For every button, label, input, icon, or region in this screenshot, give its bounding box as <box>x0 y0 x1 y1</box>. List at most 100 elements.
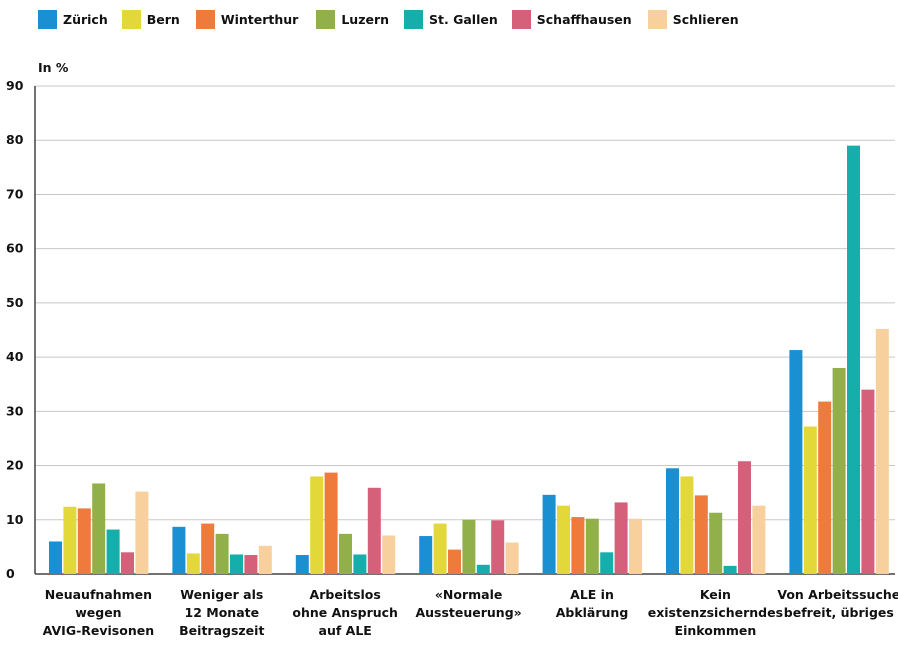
bar-winterthur-2 <box>324 472 338 574</box>
legend-item: St. Gallen <box>404 9 498 29</box>
y-tick-label: 70 <box>6 186 24 201</box>
x-category-label: «Normale Aussteuerung» <box>415 587 521 620</box>
legend-item: Bern <box>121 9 180 29</box>
bar-luzern-5 <box>709 512 723 574</box>
bar-winterthur-5 <box>694 495 708 574</box>
bar-luzern-6 <box>832 367 846 574</box>
legend-label: Zürich <box>63 11 108 27</box>
legend-item: Schaffhausen <box>511 9 632 29</box>
x-category-label-line: Weniger als <box>180 587 263 602</box>
bar-bern-5 <box>680 476 694 574</box>
x-category-label-line: 12 Monate <box>185 605 260 620</box>
x-category-label: Arbeitslos ohne Anspruch auf ALE <box>292 587 398 638</box>
bar-st-gallen-5 <box>723 565 737 574</box>
x-category-label: Weniger als 12 Monate Beitragszeit <box>179 587 264 638</box>
bar-schaffhausen-1 <box>244 555 258 574</box>
y-tick-label: 10 <box>6 512 24 527</box>
bar-schlieren-1 <box>258 545 272 574</box>
bar-schlieren-3 <box>505 542 519 574</box>
bar-winterthur-4 <box>571 517 585 574</box>
bar-st-gallen-2 <box>353 554 367 574</box>
x-category-label: Von Arbeitssuche befreit, übriges <box>777 587 898 620</box>
legend-swatch <box>38 9 57 29</box>
legend-label: Bern <box>146 11 180 27</box>
bar-schaffhausen-4 <box>614 502 628 574</box>
labels: 0 10 20 30 40 50 60 70 80 90 Neuaufnahmen wegen AVIG… <box>6 78 898 638</box>
bar-luzern-3 <box>462 519 476 574</box>
bar-st-gallen-0 <box>106 529 120 574</box>
bar-bern-2 <box>310 476 324 574</box>
bar-st-gallen-1 <box>230 554 243 574</box>
y-tick-label: 20 <box>6 458 24 473</box>
bars <box>49 145 889 574</box>
bar-schaffhausen-0 <box>121 552 134 574</box>
x-category-label-line: AVIG-Revisonen <box>43 623 154 638</box>
legend-swatch <box>121 9 141 29</box>
bar-schlieren-6 <box>875 328 889 574</box>
bar-winterthur-0 <box>77 508 91 574</box>
x-category-label-line: Beitragszeit <box>179 623 264 638</box>
legend-swatch <box>511 9 531 29</box>
y-tick-label: 50 <box>6 295 24 310</box>
bar-schaffhausen-3 <box>491 520 505 574</box>
bar-z-rich-0 <box>49 541 62 574</box>
x-category-label-line: ohne Anspruch <box>292 605 398 620</box>
bar-st-gallen-6 <box>847 145 860 574</box>
legend-label: Luzern <box>341 11 390 27</box>
x-category-label: Neuaufnahmen wegen AVIG-Revisonen <box>43 587 154 638</box>
y-tick-label: 30 <box>6 403 24 418</box>
y-axis-unit-label: In % <box>38 60 69 75</box>
x-category-label-line: Einkommen <box>675 623 757 638</box>
bar-schaffhausen-6 <box>861 389 875 574</box>
bar-schlieren-2 <box>382 535 396 574</box>
legend-swatch <box>647 9 667 29</box>
bar-schaffhausen-2 <box>367 487 381 574</box>
legend-label: Winterthur <box>220 11 299 27</box>
bar-winterthur-1 <box>201 523 215 574</box>
y-tick-label: 90 <box>6 78 24 93</box>
x-category-label-line: Arbeitslos <box>310 587 381 602</box>
y-tick-label: 40 <box>6 349 24 364</box>
bar-schaffhausen-5 <box>738 461 751 574</box>
bar-z-rich-5 <box>666 468 679 574</box>
legend-swatch <box>316 9 336 29</box>
x-category-label-line: Abklärung <box>556 605 629 620</box>
bar-luzern-0 <box>92 483 106 574</box>
legend-swatch <box>404 9 424 29</box>
bar-z-rich-1 <box>172 526 186 574</box>
bar-luzern-2 <box>339 533 352 574</box>
x-category-label-line: wegen <box>75 605 121 620</box>
legend-item: Zürich <box>38 9 108 29</box>
bar-schlieren-5 <box>752 505 766 574</box>
bar-luzern-1 <box>215 533 229 574</box>
bar-luzern-4 <box>585 518 599 574</box>
grid-lines <box>34 85 895 575</box>
legend-item: Luzern <box>316 9 390 29</box>
bar-bern-0 <box>63 506 77 574</box>
x-category-label-line: «Normale <box>435 587 503 602</box>
x-category-label-line: Von Arbeitssuche <box>777 587 898 602</box>
legend-item: Winterthur <box>195 9 299 29</box>
legend-label: Schlieren <box>672 11 739 27</box>
legend-label: St. Gallen <box>429 11 498 27</box>
bar-bern-4 <box>557 505 570 574</box>
x-category-label-line: Neuaufnahmen <box>45 587 152 602</box>
bar-winterthur-6 <box>818 401 832 574</box>
bar-bern-6 <box>803 426 817 574</box>
x-category-label: ALE in Abklärung <box>556 587 629 620</box>
legend-item: Schlieren <box>647 9 739 29</box>
bar-schlieren-4 <box>629 518 642 574</box>
bar-schlieren-0 <box>135 491 149 574</box>
x-category-label-line: Aussteuerung» <box>415 605 521 620</box>
bar-z-rich-3 <box>419 536 433 574</box>
y-tick-label: 80 <box>6 132 24 147</box>
bar-z-rich-2 <box>295 555 309 574</box>
x-category-label-line: ALE in <box>570 587 614 602</box>
bar-z-rich-6 <box>789 350 803 574</box>
legend: Zürich Bern Winterthur Luzern St. Gallen Scha… <box>38 8 753 30</box>
bar-bern-1 <box>186 553 200 574</box>
legend-swatch <box>195 9 215 29</box>
x-category-label-line: befreit, übriges <box>784 605 894 620</box>
legend-label: Schaffhausen <box>536 11 632 27</box>
